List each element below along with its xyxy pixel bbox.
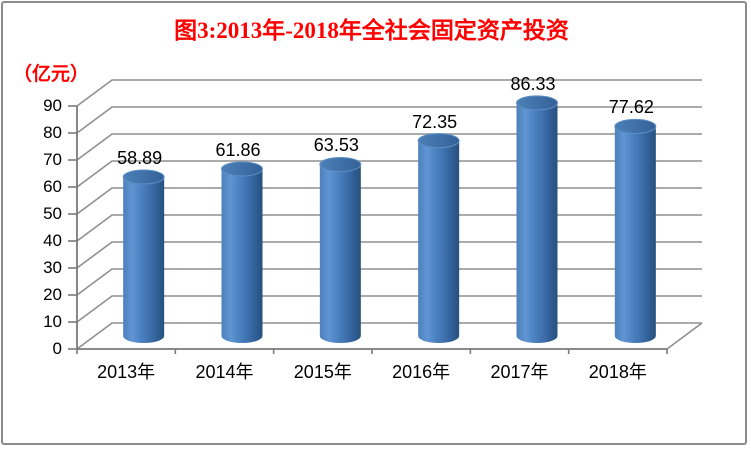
bar-cylinder bbox=[417, 133, 460, 344]
x-category-label: 2016年 bbox=[392, 362, 451, 382]
y-tick-label: 20 bbox=[43, 285, 62, 304]
bar-top-face bbox=[614, 118, 657, 134]
y-tick-label: 30 bbox=[43, 258, 62, 277]
bar-data-label: 63.53 bbox=[313, 135, 359, 156]
bar-body bbox=[221, 168, 263, 344]
gridline bbox=[76, 79, 702, 107]
gridline bbox=[76, 133, 702, 161]
y-tick-label: 40 bbox=[43, 231, 62, 250]
bar-top-face bbox=[221, 161, 263, 177]
x-category-label: 2018年 bbox=[588, 362, 647, 382]
bar-body bbox=[516, 102, 558, 344]
bar-data-label: 86.33 bbox=[510, 73, 556, 94]
x-category-label: 2014年 bbox=[195, 362, 254, 382]
gridline bbox=[76, 322, 702, 350]
gridline bbox=[76, 160, 702, 188]
bar-body bbox=[418, 140, 460, 344]
bar-data-label: 58.89 bbox=[117, 147, 163, 168]
gridline bbox=[76, 295, 702, 323]
bar-cylinder bbox=[319, 156, 362, 343]
bar-body bbox=[614, 126, 656, 344]
bar-top-face bbox=[417, 133, 460, 149]
bar-top-face bbox=[319, 156, 362, 172]
bar-body bbox=[319, 164, 361, 343]
gridlines-layer bbox=[68, 79, 702, 350]
bar-data-label: 72.35 bbox=[412, 111, 458, 132]
y-axis-unit-label: （亿元） bbox=[13, 64, 90, 85]
y-tick-label: 70 bbox=[43, 150, 62, 169]
bar-cylinder bbox=[516, 95, 558, 344]
bar-data-label: 77.62 bbox=[608, 97, 654, 118]
x-category-label: 2017年 bbox=[490, 362, 549, 382]
axes-layer bbox=[76, 106, 703, 354]
bar-data-label: 61.86 bbox=[215, 139, 261, 160]
gridline bbox=[76, 106, 702, 134]
bar-body bbox=[123, 176, 165, 343]
chart-title: 图3:2013年-2018年全社会固定资产投资 bbox=[174, 18, 569, 43]
y-tick-label: 50 bbox=[43, 204, 62, 223]
y-tick-label: 80 bbox=[43, 123, 62, 142]
gridline bbox=[76, 187, 702, 215]
bars-layer bbox=[122, 95, 657, 344]
bar-cylinder bbox=[221, 161, 263, 344]
y-tick-label: 0 bbox=[52, 339, 62, 358]
bar-top-face bbox=[122, 169, 165, 185]
x-category-label: 2013年 bbox=[97, 362, 156, 382]
bar-top-face bbox=[516, 95, 558, 111]
floor-right-edge bbox=[666, 322, 703, 350]
x-category-label: 2015年 bbox=[293, 362, 352, 382]
gridline bbox=[76, 268, 702, 296]
y-tick-label: 90 bbox=[43, 96, 62, 115]
y-tick-label: 60 bbox=[43, 177, 62, 196]
bar-cylinder bbox=[122, 169, 165, 343]
bar-cylinder bbox=[614, 118, 657, 344]
gridline bbox=[76, 241, 702, 269]
y-tick-label: 10 bbox=[43, 312, 62, 331]
gridline bbox=[76, 214, 702, 242]
